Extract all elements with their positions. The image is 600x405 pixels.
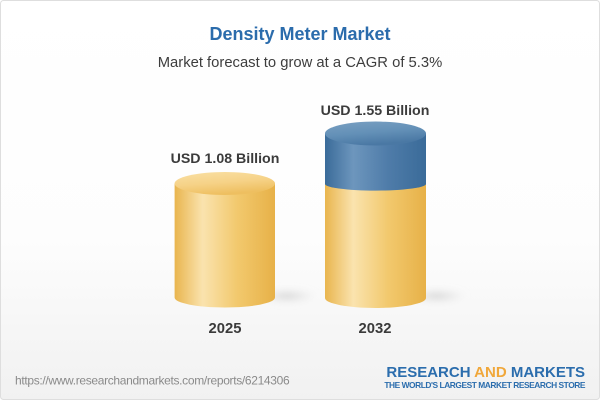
svg-text:THE WORLD'S LARGEST MARKET RES: THE WORLD'S LARGEST MARKET RESEARCH STOR…: [384, 380, 586, 390]
svg-text:RESEARCH AND MARKETS: RESEARCH AND MARKETS: [386, 364, 585, 381]
svg-text:https://www.researchandmarkets: https://www.researchandmarkets.com/repor…: [15, 374, 290, 388]
svg-text:USD 1.08 Billion: USD 1.08 Billion: [171, 151, 280, 167]
svg-text:2025: 2025: [209, 321, 242, 337]
svg-text:Market forecast to grow at a C: Market forecast to grow at a CAGR of 5.3…: [158, 55, 443, 71]
svg-text:2032: 2032: [359, 321, 392, 337]
svg-text:Density Meter Market: Density Meter Market: [209, 24, 390, 44]
svg-text:USD 1.55 Billion: USD 1.55 Billion: [321, 103, 430, 119]
